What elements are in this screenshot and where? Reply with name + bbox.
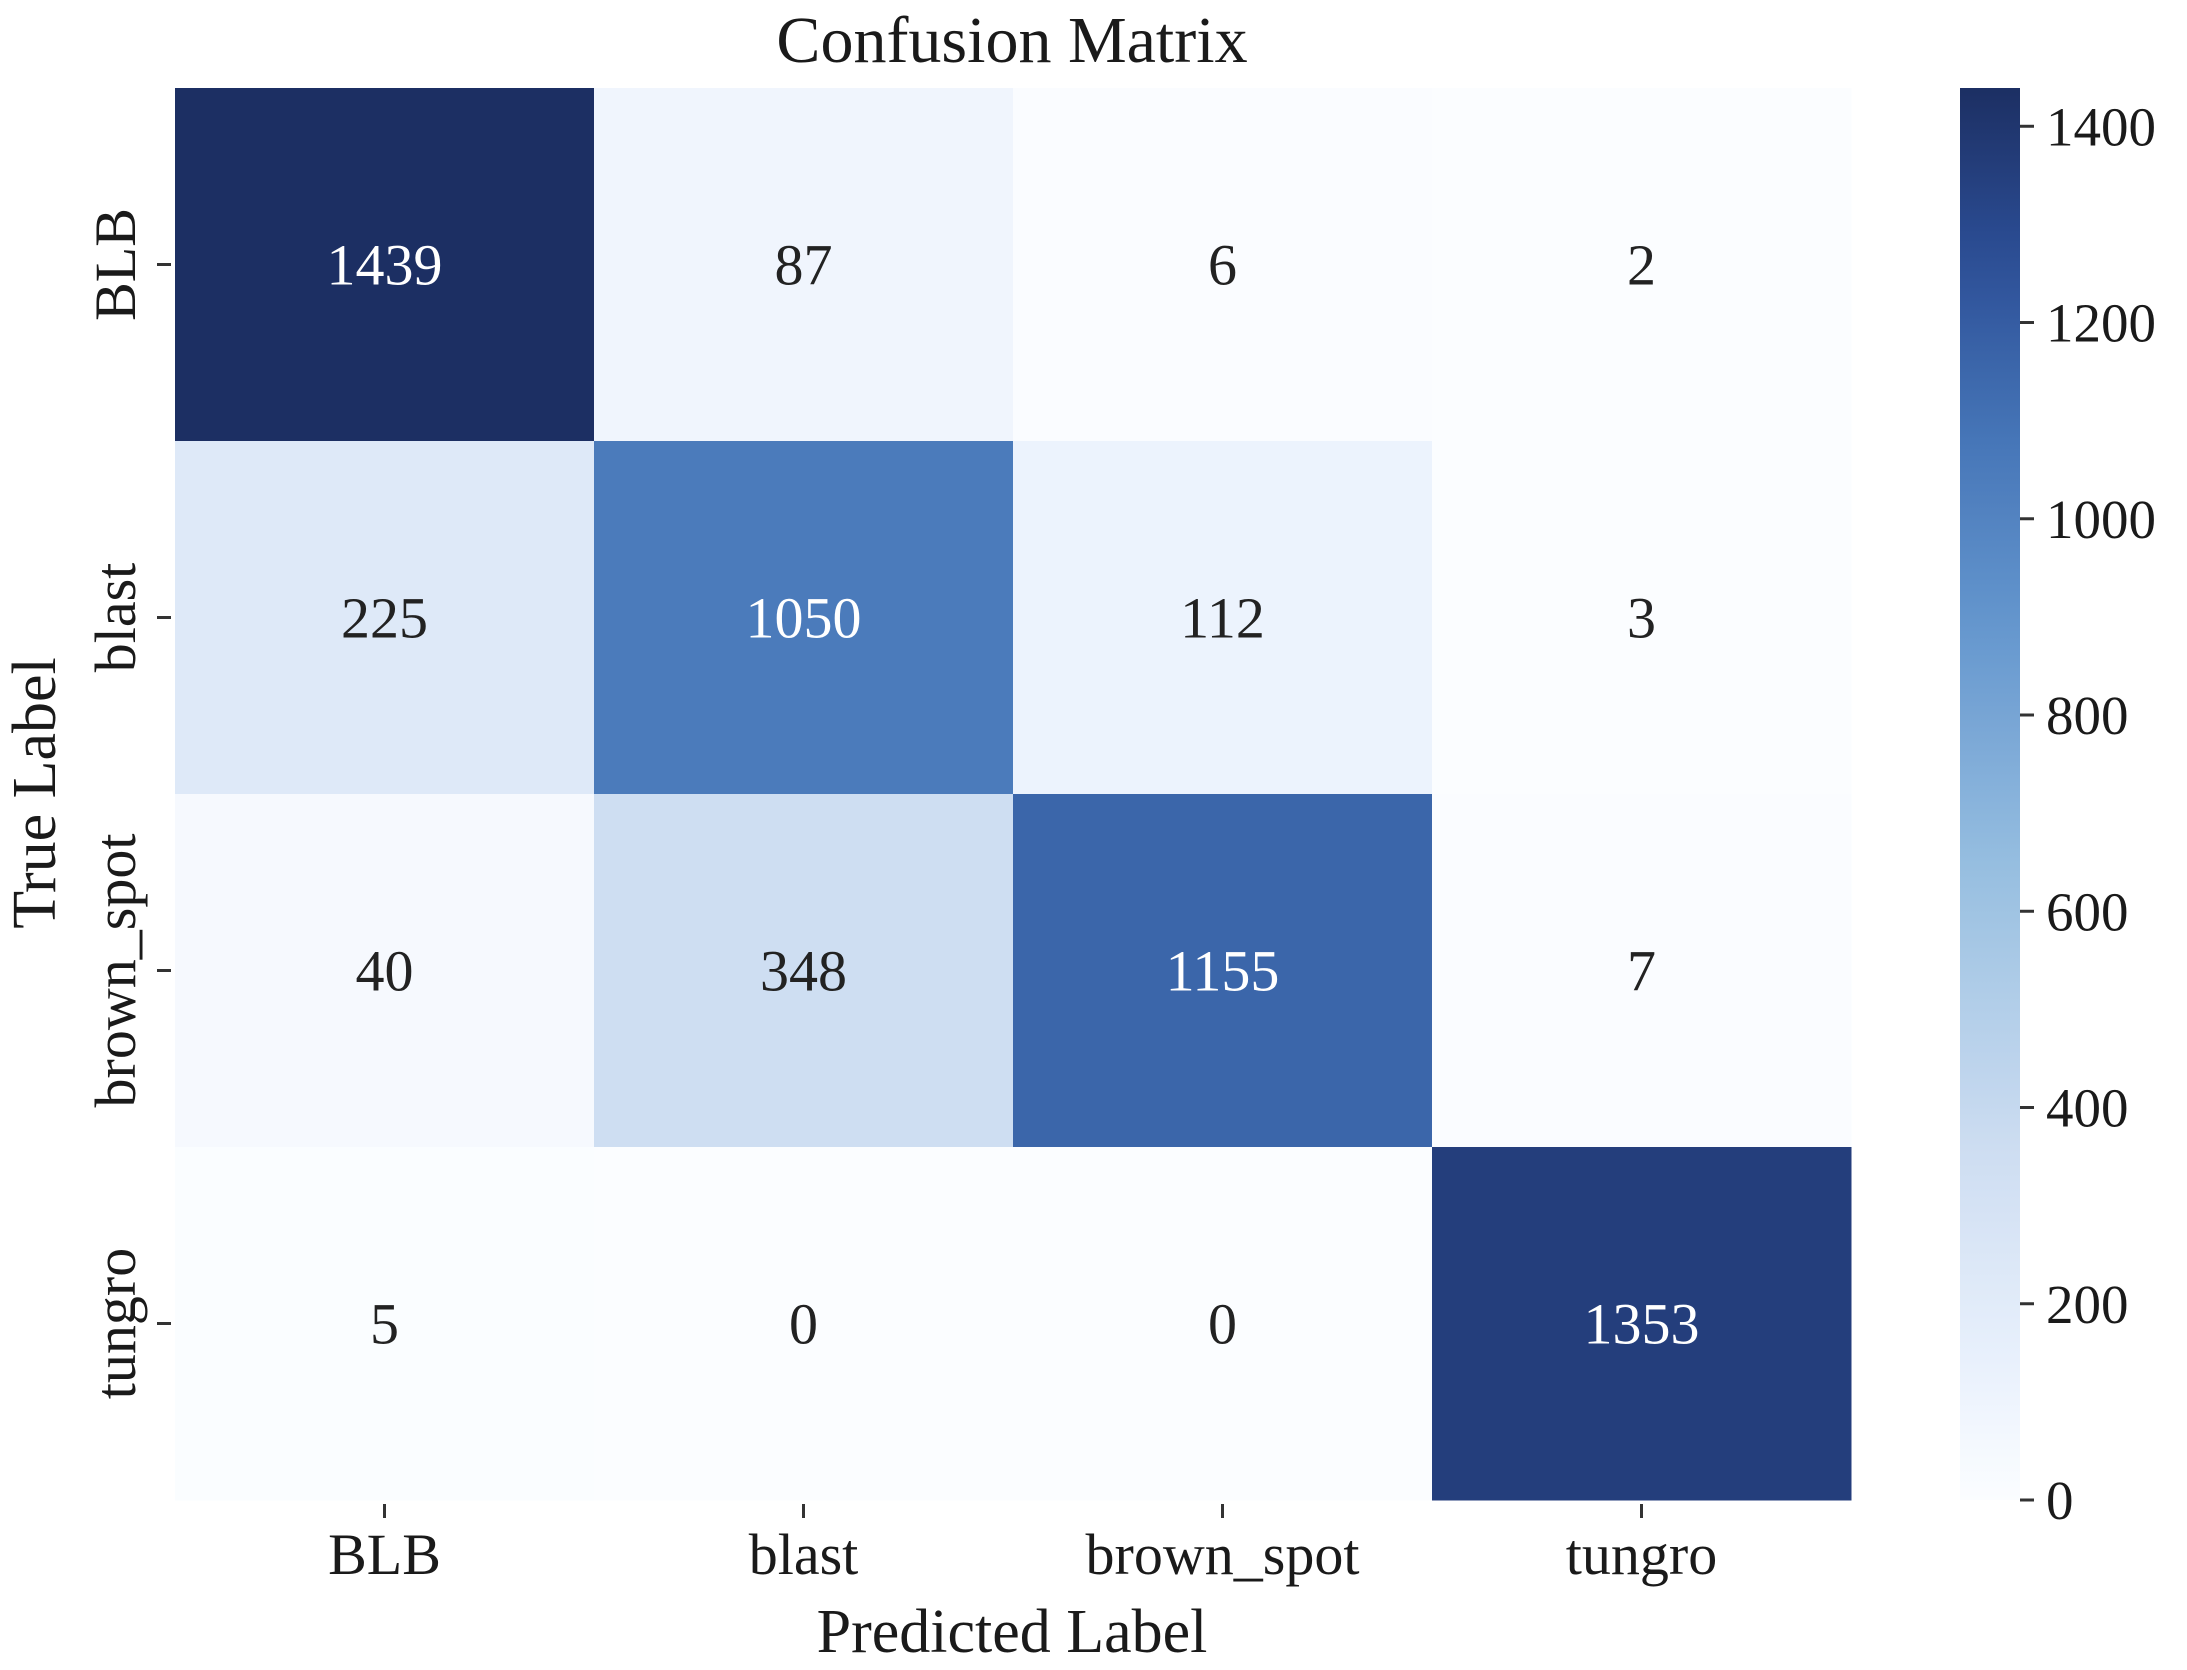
colorbar-tick-label: 600	[2046, 881, 2129, 942]
heatmap-cell	[594, 794, 1014, 1148]
colorbar-tick-label: 1000	[2046, 489, 2156, 550]
heatmap-cells	[175, 88, 1852, 1501]
colorbar-tick-label: 400	[2046, 1078, 2129, 1139]
y-axis-title: True Label	[1, 657, 69, 929]
heatmap-cell	[1013, 1147, 1433, 1501]
colorbar	[1960, 88, 2020, 1500]
x-tick-label: tungro	[1566, 1522, 1717, 1587]
cell-value-label: 0	[789, 1292, 818, 1357]
x-tick-label: brown_spot	[1086, 1522, 1360, 1587]
heatmap-cell	[1013, 441, 1433, 795]
cell-value-label: 112	[1180, 586, 1265, 651]
colorbar-tick-label: 1200	[2046, 293, 2156, 354]
cell-value-label: 0	[1208, 1292, 1237, 1357]
cell-value-label: 348	[760, 939, 847, 1004]
heatmap-cell	[1432, 88, 1852, 442]
heatmap-cell	[175, 794, 595, 1148]
heatmap-cell	[1432, 441, 1852, 795]
heatmap-cell	[1432, 1147, 1852, 1501]
cell-value-label: 7	[1627, 939, 1656, 1004]
heatmap-cell	[1013, 794, 1433, 1148]
y-tick-label: BLB	[83, 208, 148, 321]
heatmap-cell	[594, 441, 1014, 795]
chart-title: Confusion Matrix	[776, 4, 1247, 77]
x-axis-ticks: BLB blast brown_spot tungro	[328, 1504, 1717, 1587]
heatmap-cell	[594, 88, 1014, 442]
y-tick-label: tungro	[83, 1248, 148, 1399]
cell-value-label: 87	[775, 233, 833, 298]
cell-value-label: 1155	[1166, 939, 1280, 1004]
y-tick-label: brown_spot	[83, 834, 148, 1108]
colorbar-ticks: 0 200 400 600 800 1000 1200 1400	[2020, 96, 2156, 1531]
cell-value-label: 1050	[746, 586, 862, 651]
heatmap-cell	[1013, 88, 1433, 442]
cell-value-label: 3	[1627, 586, 1656, 651]
colorbar-tick-label: 200	[2046, 1274, 2129, 1335]
cell-value-label: 5	[370, 1292, 399, 1357]
cell-value-label: 6	[1208, 233, 1237, 298]
cell-value-label: 2	[1627, 233, 1656, 298]
heatmap-cell-labels: 1439 87 6 2 225 1050 112 3 40 348 1155 7 5 0 0 1353	[327, 233, 1700, 1357]
heatmap-cell	[175, 88, 595, 442]
heatmap-cell	[594, 1147, 1014, 1501]
cell-value-label: 40	[356, 939, 414, 1004]
colorbar-tick-label: 800	[2046, 685, 2129, 746]
x-tick-label: blast	[749, 1522, 859, 1587]
colorbar-tick-label: 1400	[2046, 96, 2156, 157]
cell-value-label: 1353	[1584, 1292, 1700, 1357]
colorbar-tick-label: 0	[2046, 1470, 2074, 1531]
cell-value-label: 225	[341, 586, 428, 651]
y-tick-label: blast	[83, 563, 148, 673]
heatmap-cell	[1432, 794, 1852, 1148]
x-axis-title: Predicted Label	[817, 1598, 1208, 1665]
cell-value-label: 1439	[327, 233, 443, 298]
x-tick-label: BLB	[328, 1522, 441, 1587]
heatmap-cell	[175, 1147, 595, 1501]
heatmap-cell	[175, 441, 595, 795]
